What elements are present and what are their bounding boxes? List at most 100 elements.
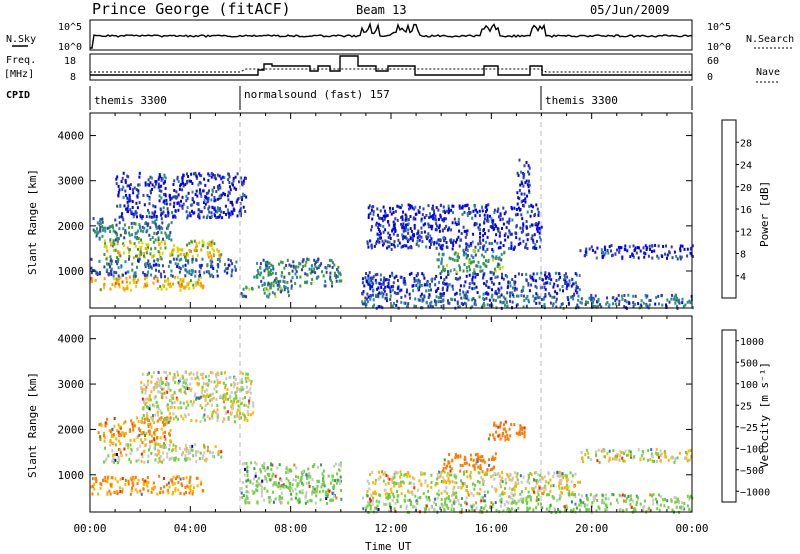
data-cell [568, 494, 571, 498]
data-cell [434, 300, 437, 304]
data-cell [109, 287, 112, 291]
data-cell [617, 501, 620, 505]
data-cell [610, 244, 613, 247]
data-cell [663, 504, 666, 508]
data-cell [564, 279, 567, 282]
data-cell [482, 276, 484, 280]
data-cell [535, 481, 538, 485]
data-cell [371, 499, 374, 503]
data-cell [208, 417, 211, 421]
data-cell [176, 275, 179, 279]
data-cell [459, 292, 462, 296]
data-cell [401, 218, 404, 222]
data-cell [294, 272, 297, 276]
data-cell [272, 264, 275, 268]
data-cell [501, 276, 503, 280]
data-cell [159, 443, 161, 447]
data-cell [188, 248, 191, 252]
data-cell [538, 226, 541, 230]
data-cell [592, 298, 595, 302]
data-cell [159, 246, 162, 250]
data-cell [221, 216, 224, 220]
data-cell [578, 288, 581, 292]
data-cell [161, 460, 163, 464]
data-cell [491, 219, 494, 223]
data-cell [442, 268, 444, 272]
data-cell [330, 259, 333, 263]
data-cell [216, 378, 219, 382]
data-cell [392, 220, 395, 224]
data-cell [491, 455, 494, 459]
data-cell [691, 244, 694, 248]
data-cell [333, 494, 336, 498]
data-cell [201, 257, 204, 261]
data-cell [218, 209, 221, 213]
data-cell [416, 232, 419, 236]
data-cell [539, 474, 542, 478]
data-cell [465, 502, 468, 506]
data-cell [322, 489, 325, 493]
data-cell [224, 395, 227, 399]
data-cell [184, 447, 186, 451]
data-cell [156, 226, 159, 229]
data-cell [235, 400, 238, 404]
data-cell [499, 423, 502, 427]
data-cell [164, 187, 167, 190]
data-cell [405, 236, 408, 240]
data-cell [260, 279, 263, 283]
data-cell [154, 219, 157, 223]
data-cell [501, 301, 504, 305]
data-cell [612, 449, 615, 453]
data-cell [416, 239, 419, 243]
data-cell [269, 478, 272, 482]
data-cell [147, 429, 150, 433]
data-cell [364, 276, 367, 280]
data-cell [165, 377, 168, 380]
data-cell [527, 507, 530, 511]
data-cell [376, 504, 379, 508]
data-cell [298, 500, 301, 504]
data-cell [625, 508, 628, 512]
data-cell [143, 417, 146, 421]
data-cell [557, 508, 560, 511]
data-cell [179, 267, 182, 271]
data-cell [414, 205, 417, 209]
data-cell [241, 377, 243, 381]
data-cell [528, 166, 531, 170]
data-cell [264, 287, 267, 291]
data-cell [380, 285, 383, 289]
data-cell [232, 183, 234, 187]
data-cell [129, 183, 132, 187]
data-cell [574, 472, 577, 476]
data-cell [172, 412, 175, 416]
data-cell [586, 503, 589, 507]
data-cell [169, 388, 172, 392]
data-cell [524, 197, 527, 201]
data-cell [605, 302, 608, 306]
data-cell [158, 449, 161, 453]
y-tick-label: 1000 [58, 469, 85, 482]
data-cell [598, 461, 601, 464]
data-cell [156, 279, 159, 283]
data-cell [457, 498, 460, 502]
data-cell [180, 414, 183, 418]
data-cell [486, 472, 489, 476]
data-cell [447, 204, 450, 208]
data-cell [563, 486, 566, 490]
data-cell [244, 396, 246, 399]
data-cell [169, 478, 172, 482]
data-cell [428, 212, 431, 216]
data-cell [134, 222, 137, 226]
data-cell [164, 423, 167, 426]
data-cell [684, 303, 687, 307]
data-cell [435, 228, 438, 232]
data-cell [220, 210, 223, 214]
data-cell [445, 217, 447, 221]
data-cell [128, 457, 131, 461]
data-cell [297, 475, 300, 479]
data-cell [504, 438, 507, 442]
data-cell [248, 378, 251, 382]
data-cell [245, 404, 248, 407]
data-cell [465, 293, 467, 297]
data-cell [672, 456, 675, 460]
